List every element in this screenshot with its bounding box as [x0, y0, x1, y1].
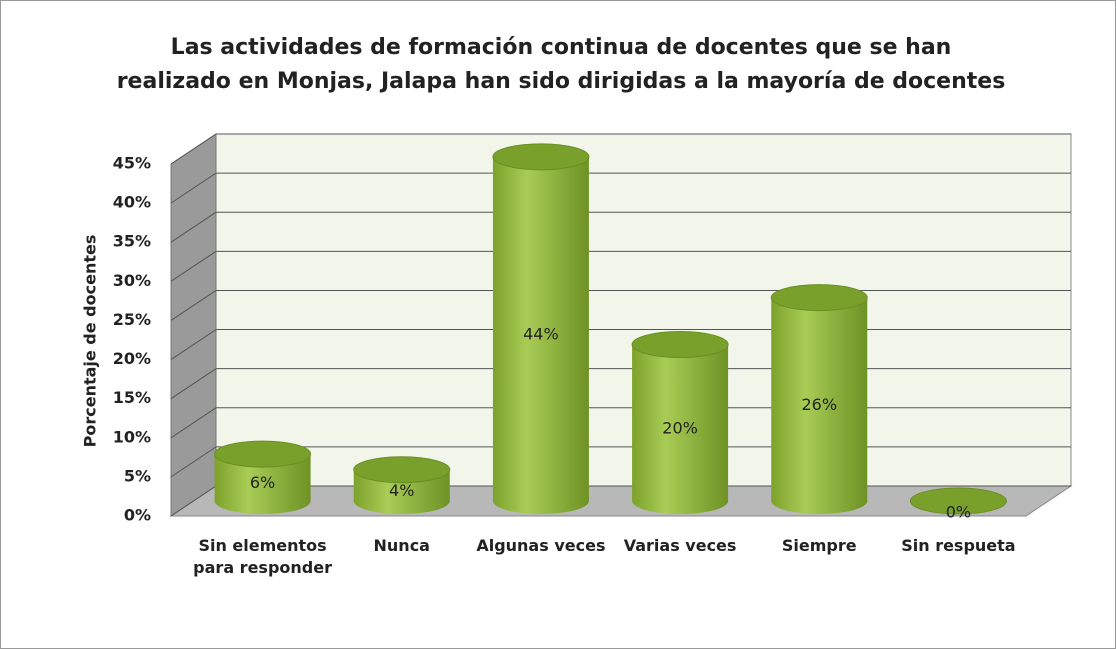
- x-tick-label: Algunas veces: [476, 536, 606, 555]
- data-label: 6%: [250, 473, 275, 492]
- y-tick-label: 15%: [113, 388, 151, 407]
- y-tick-label: 30%: [113, 271, 151, 290]
- y-axis-label: Porcentaje de docentes: [81, 235, 100, 448]
- x-tick-label: Siempre: [781, 536, 857, 555]
- bar-top: [631, 331, 729, 359]
- bar-top: [492, 143, 590, 171]
- y-tick-label: 45%: [113, 154, 151, 173]
- grid-line: [170, 407, 217, 439]
- grid-line: [170, 290, 217, 321]
- data-label: 4%: [389, 481, 414, 500]
- bar-body: [632, 344, 729, 514]
- bar-body: [214, 454, 311, 514]
- x-tick-label: Sin elementos para responder: [193, 536, 332, 577]
- data-label: 0%: [946, 503, 971, 522]
- y-tick-label: 40%: [113, 193, 151, 212]
- bar-top: [770, 284, 868, 312]
- x-tick-label: Nunca: [373, 536, 430, 555]
- grid-line: [170, 446, 217, 478]
- y-tick-label: 10%: [113, 427, 151, 446]
- bar-top: [353, 456, 451, 484]
- data-label: 44%: [523, 324, 559, 343]
- grid-line: [170, 172, 217, 204]
- grid-line: [170, 211, 217, 243]
- grid-line: [170, 329, 217, 360]
- grid-line: [170, 485, 217, 517]
- x-tick-label: Varias veces: [623, 536, 737, 555]
- side-wall: [170, 133, 217, 517]
- chart-title: Las actividades de formación continua de…: [116, 35, 1006, 94]
- y-tick-label: 20%: [113, 349, 151, 368]
- grid-line: [170, 250, 217, 282]
- bar-body: [492, 156, 589, 515]
- bar-top: [909, 487, 1007, 515]
- data-label: 20%: [662, 418, 698, 437]
- grid-line: [170, 133, 217, 165]
- data-label: 26%: [801, 395, 837, 414]
- y-tick-label: 0%: [124, 506, 151, 525]
- bar-top: [214, 440, 312, 468]
- grid-line: [170, 368, 217, 400]
- y-tick-label: 5%: [124, 466, 151, 485]
- bar-body: [771, 297, 868, 514]
- x-tick-label: Sin respueta: [901, 536, 1016, 555]
- y-tick-label: 35%: [113, 232, 151, 251]
- y-tick-label: 25%: [113, 310, 151, 329]
